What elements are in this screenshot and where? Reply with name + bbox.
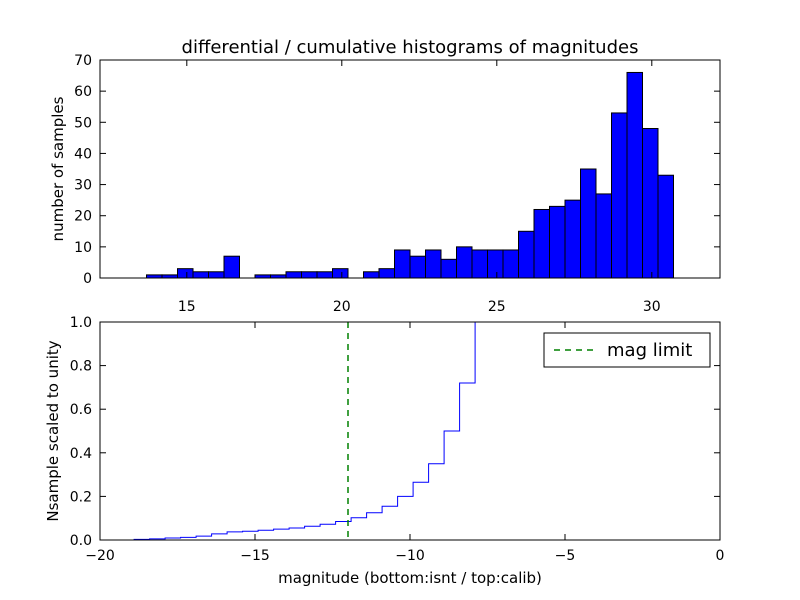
histogram-bar <box>657 174 674 279</box>
histogram-bar <box>409 255 426 279</box>
legend-mag-limit-label: mag limit <box>607 340 692 361</box>
cumulative-step-line <box>100 322 476 541</box>
histogram-bar <box>192 271 209 279</box>
histogram-bar <box>440 258 457 279</box>
cumulative-panel: 0.0 0.2 0.4 0.6 0.8 1.0 −20 −15 −10 −5 0 magnitud… <box>44 315 724 587</box>
cumulative-x-axis-label: magnitude (bottom:isnt / top:calib) <box>278 569 542 587</box>
y-tick-label: 0.4 <box>70 446 92 462</box>
histogram-bar <box>487 249 504 279</box>
histogram-bar <box>549 205 566 279</box>
cumulative-axes-frame <box>99 321 721 541</box>
cumulative-y-tick-labels: 0.0 0.2 0.4 0.6 0.8 1.0 <box>70 315 92 549</box>
y-tick-label: 40 <box>74 146 92 162</box>
x-tick-label: −10 <box>395 548 425 564</box>
legend-box <box>543 332 711 368</box>
x-tick-label: 25 <box>488 299 506 315</box>
histogram-bar <box>394 249 411 279</box>
x-tick-label: −15 <box>240 548 270 564</box>
y-tick-label: 0.2 <box>70 489 92 505</box>
histogram-bar <box>564 199 581 279</box>
y-tick-label: 0.8 <box>70 359 92 375</box>
x-tick-label: 0 <box>716 548 725 564</box>
y-tick-label: 70 <box>74 53 92 69</box>
histogram-bar <box>223 255 240 279</box>
x-tick-label: −20 <box>85 548 115 564</box>
histogram-bar <box>301 271 318 279</box>
x-tick-label: 15 <box>178 299 196 315</box>
cumulative-x-tick-labels: −20 −15 −10 −5 0 <box>85 548 724 564</box>
x-tick-label: 20 <box>333 299 351 315</box>
histogram-y-axis-label: number of samples <box>49 96 67 241</box>
histogram-bar <box>456 246 473 279</box>
y-tick-label: 60 <box>74 84 92 100</box>
histogram-bar <box>332 268 349 279</box>
histogram-bar <box>425 249 442 279</box>
histogram-panel: differential / cumulative histograms of … <box>49 37 721 315</box>
cumulative-y-axis-label: Nsample scaled to unity <box>44 340 62 521</box>
histogram-bar <box>502 249 519 279</box>
histogram-bar <box>611 112 628 279</box>
histogram-bar <box>518 230 535 279</box>
x-tick-label: −5 <box>555 548 576 564</box>
y-tick-label: 0.6 <box>70 402 92 418</box>
histogram-bar <box>642 128 659 279</box>
histogram-bar <box>363 271 380 279</box>
histogram-bar <box>580 168 597 279</box>
y-tick-label: 1.0 <box>70 315 92 331</box>
chart-title: differential / cumulative histograms of … <box>182 37 639 58</box>
histogram-bar <box>626 71 643 279</box>
x-tick-label: 30 <box>643 299 661 315</box>
histogram-axes-frame <box>99 59 721 279</box>
y-tick-label: 0.0 <box>70 533 92 549</box>
y-tick-label: 50 <box>74 115 92 131</box>
histogram-bar <box>471 249 488 279</box>
histogram-x-tick-labels: 15 20 25 30 <box>178 299 661 315</box>
y-tick-label: 30 <box>74 178 92 194</box>
histogram-bar <box>208 271 225 279</box>
y-tick-label: 10 <box>74 240 92 256</box>
histogram-bar <box>177 268 194 279</box>
histogram-y-tick-labels: 0 10 20 30 40 50 60 70 <box>74 53 92 287</box>
histogram-bar <box>595 193 612 279</box>
y-tick-label: 20 <box>74 209 92 225</box>
histogram-bar <box>378 268 395 279</box>
legend: mag limit <box>543 332 711 368</box>
histogram-bar <box>285 271 302 279</box>
histogram-bar <box>533 208 550 279</box>
histogram-bar <box>316 271 333 279</box>
y-tick-label: 0 <box>83 271 92 287</box>
